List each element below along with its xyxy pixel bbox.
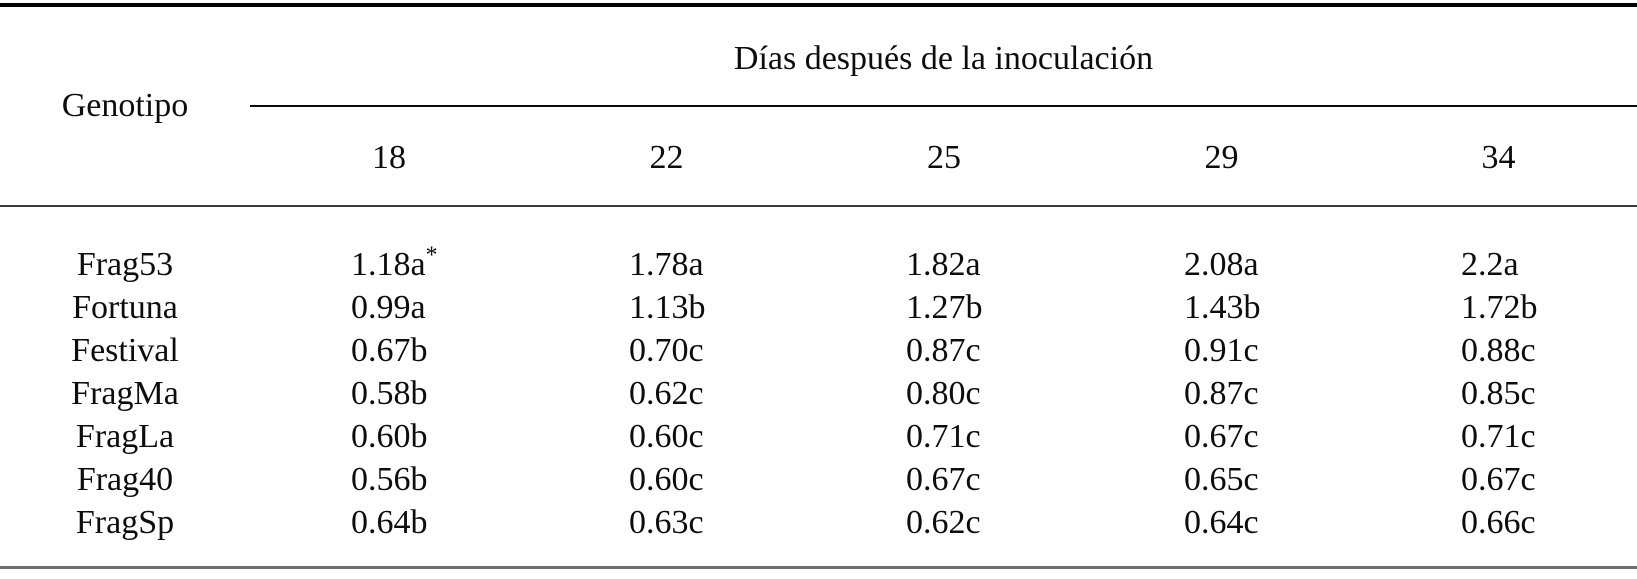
table-row-frag53: Frag53 1.18a* 1.78a 1.82a 2.08a 2.2a	[0, 206, 1637, 286]
cell-fragsp-day29: 0.64c	[1184, 503, 1259, 541]
genotype-label: FragLa	[75, 417, 175, 455]
cell-frag53-day34: 2.2a	[1461, 245, 1519, 283]
table-header: Genotipo Días después de la inoculación …	[0, 5, 1637, 207]
cell-fragsp-day34: 0.66c	[1461, 503, 1536, 541]
cell-fragla-day29: 0.67c	[1184, 417, 1259, 455]
genotype-label: FragMa	[71, 374, 179, 412]
cell-fragsp-day22: 0.63c	[629, 503, 704, 541]
cell-fortuna-day25: 1.27b	[906, 288, 983, 326]
cell-frag40-day22: 0.60c	[629, 460, 704, 498]
cell-festival-day34: 0.88c	[1461, 331, 1536, 369]
span-header-row: Genotipo Días después de la inoculación	[0, 5, 1637, 207]
cell-frag40-day29: 0.65c	[1184, 460, 1259, 498]
cell-frag53-day22: 1.78a	[629, 245, 704, 283]
cell-fragla-day22: 0.60c	[629, 417, 704, 455]
cell-fragsp-day25: 0.62c	[906, 503, 981, 541]
genotype-label: Fortuna	[72, 288, 178, 326]
cell-fortuna-day34: 1.72b	[1461, 288, 1538, 326]
cell-fragsp-day18: 0.64b	[351, 503, 428, 541]
table-body: Frag53 1.18a* 1.78a 1.82a 2.08a 2.2a Fortuna 0.…	[0, 206, 1637, 568]
cell-frag40-day18: 0.56b	[351, 460, 428, 498]
column-header-day-29: 29	[1083, 106, 1360, 207]
cell-festival-day22: 0.70c	[629, 331, 704, 369]
table-row-festival: Festival 0.67b 0.70c 0.87c 0.91c 0.88c	[0, 329, 1637, 372]
column-header-day-34: 34	[1360, 106, 1637, 207]
table-row-fragla: FragLa 0.60b 0.60c 0.71c 0.67c 0.71c	[0, 415, 1637, 458]
span-header-dias-despues: Días después de la inoculación	[250, 5, 1637, 107]
cell-fortuna-day18: 0.99a	[351, 288, 426, 326]
day-columns-header-row: 18 22 25 29 34	[0, 106, 1637, 207]
column-header-genotipo: Genotipo	[0, 5, 250, 207]
column-header-day-22: 22	[528, 106, 805, 207]
cell-fragma-day29: 0.87c	[1184, 374, 1259, 412]
cell-fragla-day18: 0.60b	[351, 417, 428, 455]
cell-fortuna-day29: 1.43b	[1184, 288, 1261, 326]
cell-fragma-day18: 0.58b	[351, 374, 428, 412]
cell-frag53-day29: 2.08a	[1184, 245, 1259, 283]
column-header-day-18: 18	[250, 106, 528, 207]
cell-fragma-day34: 0.85c	[1461, 374, 1536, 412]
cell-frag40-day25: 0.67c	[906, 460, 981, 498]
cell-fragma-day25: 0.80c	[906, 374, 981, 412]
genotype-label: Frag53	[76, 245, 174, 283]
table-row-fragma: FragMa 0.58b 0.62c 0.80c 0.87c 0.85c	[0, 372, 1637, 415]
column-header-day-25: 25	[805, 106, 1083, 207]
cell-frag40-day34: 0.67c	[1461, 460, 1536, 498]
genotype-days-table: Genotipo Días después de la inoculación …	[0, 3, 1637, 569]
footnote-asterisk: *	[425, 242, 438, 269]
cell-frag53-day18: 1.18a*	[351, 242, 438, 283]
genotype-label: FragSp	[75, 503, 175, 541]
table-row-fortuna: Fortuna 0.99a 1.13b 1.27b 1.43b 1.72b	[0, 286, 1637, 329]
genotype-label: Festival	[71, 331, 179, 369]
cell-fortuna-day22: 1.13b	[629, 288, 706, 326]
cell-fragla-day34: 0.71c	[1461, 417, 1536, 455]
genotype-label: Frag40	[76, 460, 174, 498]
cell-festival-day29: 0.91c	[1184, 331, 1259, 369]
cell-festival-day18: 0.67b	[351, 331, 428, 369]
cell-festival-day25: 0.87c	[906, 331, 981, 369]
cell-fragla-day25: 0.71c	[906, 417, 981, 455]
cell-fragma-day22: 0.62c	[629, 374, 704, 412]
table-row-fragsp: FragSp 0.64b 0.63c 0.62c 0.64c 0.66c	[0, 501, 1637, 568]
table-row-frag40: Frag40 0.56b 0.60c 0.67c 0.65c 0.67c	[0, 458, 1637, 501]
cell-frag53-day25: 1.82a	[906, 245, 981, 283]
